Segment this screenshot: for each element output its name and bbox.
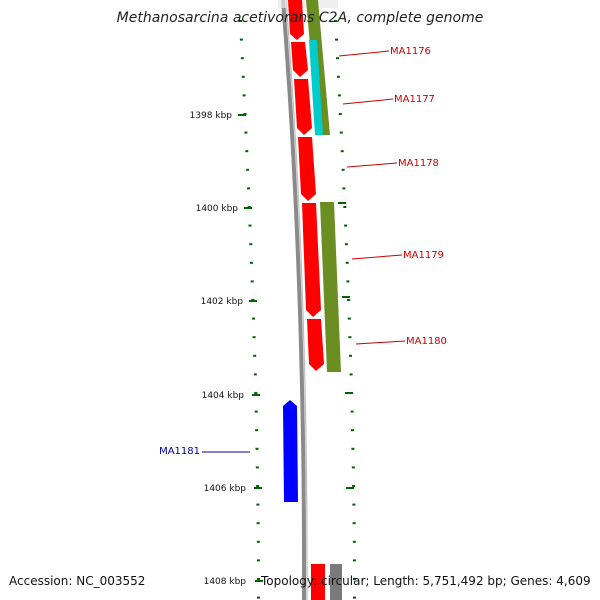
map-title: Methanosarcina acetivorans C2A, complete…	[116, 10, 484, 26]
minor-tick-left	[257, 596, 260, 599]
gene-label-ma1177: MA1177	[394, 94, 435, 105]
minor-tick-right	[352, 540, 356, 543]
minor-tick-right	[345, 261, 349, 264]
minor-tick-right	[352, 559, 356, 562]
minor-tick-left	[254, 410, 258, 413]
minor-tick-left	[255, 429, 259, 432]
minor-tick-left	[256, 559, 260, 562]
minor-tick-left	[256, 540, 260, 543]
minor-tick-left	[250, 280, 254, 283]
minor-tick-right	[340, 150, 344, 153]
forward-cds-track	[288, 0, 325, 600]
gene-label-ma1176: MA1176	[390, 46, 431, 57]
minor-tick-left	[246, 168, 250, 171]
leader-line	[355, 340, 406, 345]
cds-arrow-ma1178	[298, 137, 316, 201]
minor-tick-left	[244, 131, 248, 134]
minor-tick-right	[343, 206, 347, 208]
minor-tick-right	[349, 373, 353, 376]
cds-arrow-ma1180	[307, 319, 324, 371]
minor-tick-left	[240, 57, 244, 60]
gene-label-ma1179: MA1179	[403, 250, 444, 261]
blast-hit-grey-bottom	[330, 564, 342, 600]
minor-tick-right	[339, 131, 343, 134]
minor-tick-right	[336, 57, 339, 60]
minor-tick-left	[242, 94, 246, 97]
minor-tick-right	[335, 38, 338, 41]
minor-tick-left	[248, 224, 252, 227]
minor-tick-right	[338, 113, 342, 115]
leader-line	[351, 254, 403, 260]
minor-tick-right	[352, 503, 356, 506]
cds-arrow-ma1176	[291, 42, 308, 77]
minor-tick-left	[252, 317, 255, 320]
minor-tick-left	[257, 578, 260, 580]
cds-arrow-ma1179	[302, 203, 321, 317]
minor-tick-right	[353, 578, 356, 580]
minor-tick-left	[239, 20, 242, 22]
gene-label-ma1180: MA1180	[406, 336, 447, 347]
minor-tick-right	[337, 94, 341, 97]
minor-tick-left	[247, 187, 250, 190]
blast-hit-cyan	[309, 40, 323, 135]
minor-tick-right	[344, 243, 348, 246]
minor-tick-left	[239, 38, 243, 41]
minor-tick-right	[351, 466, 355, 469]
minor-tick-left	[256, 503, 260, 506]
minor-tick-left	[249, 243, 253, 246]
minor-tick-left	[250, 261, 253, 264]
minor-tick-right	[349, 354, 352, 357]
minor-tick-left	[241, 75, 245, 78]
minor-tick-right	[336, 75, 340, 78]
minor-tick-right	[347, 317, 351, 320]
topology-text: Topology: circular; Length: 5,751,492 bp…	[261, 574, 591, 588]
cds-arrow-top	[288, 0, 304, 40]
minor-tick-left	[252, 336, 256, 339]
minor-tick-left	[256, 485, 260, 487]
minor-tick-right	[341, 168, 345, 171]
minor-tick-right	[351, 447, 355, 450]
tick-label-1398: 1398 kbp	[190, 111, 233, 121]
minor-tick-right	[347, 299, 351, 301]
tick-label-1402: 1402 kbp	[201, 297, 244, 307]
accession-text: Accession: NC_003552	[9, 574, 146, 588]
tick-labels: 1398 kbp 1400 kbp 1402 kbp 1404 kbp 1406…	[190, 111, 354, 587]
minor-tick-right	[334, 20, 337, 22]
minor-tick-left	[253, 373, 257, 376]
minor-tick-right	[352, 485, 356, 487]
blast-hit-track	[306, 0, 342, 600]
cds-arrow-bottom	[311, 564, 325, 600]
minor-tick-left	[254, 392, 258, 394]
tick-label-1400: 1400 kbp	[196, 204, 239, 214]
tick-label-1406: 1406 kbp	[204, 484, 247, 494]
minor-tick-right	[342, 187, 346, 190]
minor-tick-right	[351, 429, 354, 432]
minor-tick-left	[255, 466, 259, 469]
minor-tick-right	[350, 410, 354, 413]
minor-tick-right	[352, 522, 356, 525]
genome-backbone	[281, 0, 307, 600]
minor-tick-right	[353, 596, 356, 599]
gene-labels: MA1176 MA1177 MA1178 MA1179 MA1180 MA118…	[159, 46, 447, 457]
blast-hit-olive-2	[320, 202, 341, 372]
leader-line	[346, 162, 398, 168]
genome-backbone-shadow	[285, 0, 308, 600]
cds-arrow-ma1181	[283, 400, 298, 502]
gene-label-ma1181: MA1181	[159, 446, 200, 457]
tick-label-1408: 1408 kbp	[204, 577, 247, 587]
leader-line	[342, 98, 394, 105]
minor-tick-right	[344, 224, 348, 227]
gene-label-ma1178: MA1178	[398, 158, 439, 169]
minor-tick-right	[346, 280, 350, 283]
minor-tick-left	[253, 354, 257, 357]
cds-arrow-ma1177	[294, 79, 312, 135]
tick-label-1404: 1404 kbp	[202, 391, 245, 401]
minor-tick-left	[245, 150, 249, 153]
leader-line	[338, 50, 390, 57]
minor-tick-left	[255, 447, 259, 450]
minor-tick-right	[348, 336, 352, 339]
minor-tick-left	[256, 522, 260, 525]
